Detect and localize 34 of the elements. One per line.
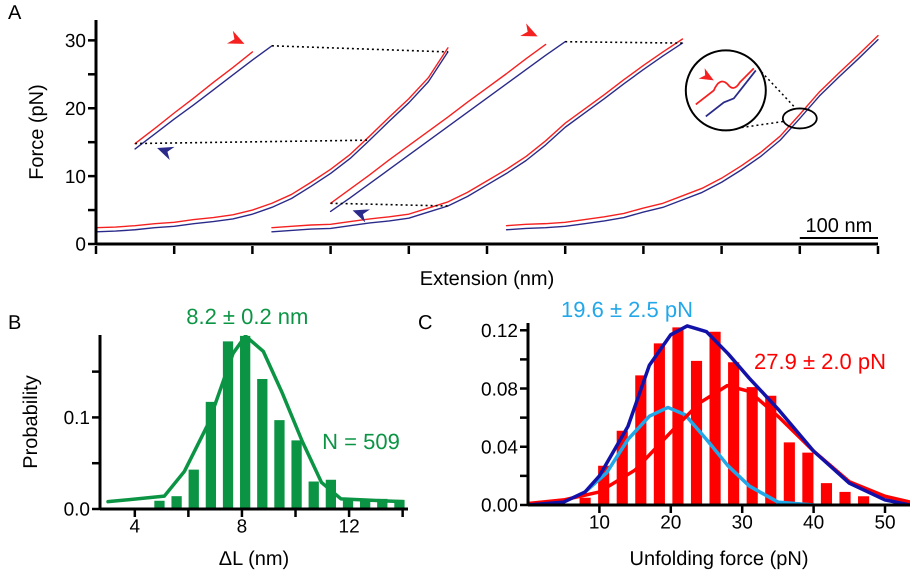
y-tick-label: 10 [64,166,86,188]
y-axis-title: Probability [20,375,42,469]
x-tick-label: 4 [130,516,141,538]
annotation: N = 509 [322,429,400,455]
x-tick-label: 50 [874,512,896,534]
x-tick-label: 10 [588,512,610,534]
y-tick-label: 0.00 [481,496,518,517]
y-tick-label: 0.1 [64,408,90,430]
x-axis-title: Unfolding force (pN) [630,548,808,570]
line-series [134,51,254,144]
x-tick-label: 40 [803,512,824,534]
annotation: 27.9 ± 2.0 pN [754,349,886,375]
y-tick-label: 0.12 [481,321,518,342]
y-tick-label: 0 [75,234,86,256]
x-axis-title: ΔL (nm) [218,548,290,570]
x-axis-title: Extension (nm) [420,268,554,290]
x-tick-label: 12 [338,516,360,538]
y-tick-label: 0.0 [64,500,90,521]
y-tick-label: 20 [64,98,86,120]
y-axis-title: Force (pN) [26,84,48,180]
y-tick-label: 30 [64,31,86,52]
chart-title: A [8,2,22,25]
chart-title: C [418,312,432,335]
annotation: 8.2 ± 0.2 nm [186,304,308,329]
x-tick-label: 30 [732,512,753,534]
x-tick-label: 8 [236,516,248,538]
y-tick-label: 0.04 [481,438,518,459]
text: 19.6 ± 2.5 pN [561,297,693,323]
x-tick-label: 20 [660,512,682,534]
line-series [134,45,273,150]
annotation: 100 nm [806,215,872,237]
chart-title: B [8,312,22,335]
scale-bar: 100 nm [800,215,878,239]
y-tick-label: 0.08 [481,379,518,400]
